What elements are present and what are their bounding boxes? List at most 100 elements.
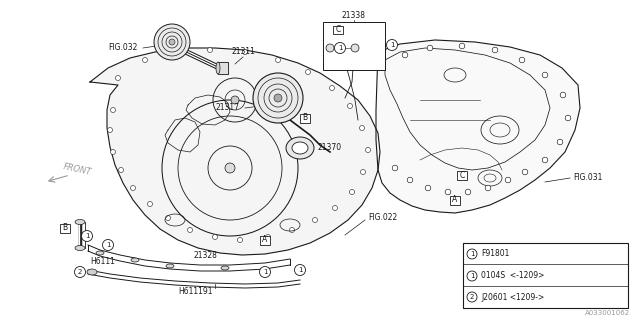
Circle shape: [465, 189, 471, 195]
Circle shape: [312, 218, 317, 222]
Ellipse shape: [221, 266, 229, 270]
Text: C: C: [460, 171, 465, 180]
Circle shape: [333, 205, 337, 211]
Text: H611191: H611191: [178, 287, 212, 297]
Circle shape: [335, 43, 346, 53]
Circle shape: [360, 125, 365, 131]
Circle shape: [348, 103, 353, 108]
Circle shape: [542, 72, 548, 78]
Circle shape: [294, 265, 305, 276]
Bar: [450, 196, 460, 204]
Circle shape: [351, 44, 359, 52]
Text: 2: 2: [78, 269, 82, 275]
Circle shape: [565, 115, 571, 121]
Bar: [260, 236, 270, 244]
Circle shape: [225, 163, 235, 173]
Circle shape: [360, 170, 365, 174]
Circle shape: [243, 50, 248, 54]
Circle shape: [212, 235, 218, 239]
Circle shape: [259, 267, 271, 277]
Ellipse shape: [75, 245, 85, 251]
Text: H6111: H6111: [90, 258, 115, 267]
Circle shape: [275, 58, 280, 62]
Text: A: A: [262, 236, 268, 244]
Circle shape: [131, 186, 136, 190]
Text: 1: 1: [263, 269, 268, 275]
Circle shape: [402, 52, 408, 58]
Circle shape: [231, 96, 239, 104]
Circle shape: [365, 148, 371, 153]
Circle shape: [207, 47, 212, 52]
Text: F91801: F91801: [481, 250, 509, 259]
Circle shape: [392, 165, 398, 171]
Circle shape: [81, 230, 93, 242]
Text: A033001062: A033001062: [585, 310, 630, 316]
Ellipse shape: [166, 264, 174, 268]
Circle shape: [289, 228, 294, 233]
Text: FIG.031: FIG.031: [573, 172, 602, 181]
Text: 21317: 21317: [216, 103, 240, 113]
Ellipse shape: [131, 258, 139, 262]
Text: B: B: [303, 114, 308, 123]
Text: FIG.022: FIG.022: [368, 213, 397, 222]
Circle shape: [266, 235, 271, 239]
Ellipse shape: [286, 137, 314, 159]
Text: 21370: 21370: [318, 143, 342, 153]
Text: C: C: [335, 26, 340, 35]
Text: 21328: 21328: [193, 251, 217, 260]
Bar: [457, 171, 467, 180]
Circle shape: [237, 237, 243, 243]
Ellipse shape: [292, 142, 308, 154]
Text: 21338: 21338: [342, 12, 366, 20]
Text: B: B: [63, 223, 68, 233]
Circle shape: [407, 177, 413, 183]
Circle shape: [428, 45, 433, 51]
Circle shape: [467, 271, 477, 281]
Bar: [333, 26, 343, 34]
Circle shape: [505, 177, 511, 183]
Circle shape: [560, 92, 566, 98]
Text: 21311: 21311: [232, 47, 256, 57]
Ellipse shape: [96, 251, 104, 255]
Circle shape: [118, 167, 124, 172]
Circle shape: [522, 169, 528, 175]
Circle shape: [425, 185, 431, 191]
Circle shape: [330, 85, 335, 91]
Text: 1: 1: [84, 233, 89, 239]
Circle shape: [542, 157, 548, 163]
Circle shape: [387, 39, 397, 51]
Circle shape: [111, 149, 115, 155]
Text: FIG.032: FIG.032: [108, 44, 138, 52]
Circle shape: [326, 44, 334, 52]
Circle shape: [108, 127, 113, 132]
Circle shape: [169, 39, 175, 45]
Circle shape: [102, 239, 113, 251]
Circle shape: [74, 267, 86, 277]
Circle shape: [166, 215, 170, 220]
Bar: [463, 243, 628, 308]
Circle shape: [147, 202, 152, 206]
Circle shape: [111, 108, 115, 113]
Text: FRONT: FRONT: [62, 163, 92, 177]
Circle shape: [188, 228, 193, 233]
Circle shape: [143, 58, 147, 62]
Circle shape: [467, 292, 477, 302]
Bar: [60, 223, 70, 233]
Bar: [323, 22, 385, 70]
Text: 2: 2: [470, 294, 474, 300]
Text: J20601 <1209->: J20601 <1209->: [481, 292, 544, 301]
Circle shape: [305, 69, 310, 75]
Text: 0104S  <-1209>: 0104S <-1209>: [481, 271, 545, 281]
Ellipse shape: [87, 269, 97, 275]
Text: 1: 1: [470, 251, 474, 257]
Circle shape: [253, 73, 303, 123]
Circle shape: [154, 24, 190, 60]
Text: 1: 1: [338, 45, 342, 51]
Circle shape: [349, 189, 355, 195]
Ellipse shape: [216, 62, 220, 74]
Polygon shape: [90, 48, 380, 255]
Text: 1: 1: [298, 267, 302, 273]
Circle shape: [115, 76, 120, 81]
Circle shape: [492, 47, 498, 53]
Circle shape: [485, 185, 491, 191]
